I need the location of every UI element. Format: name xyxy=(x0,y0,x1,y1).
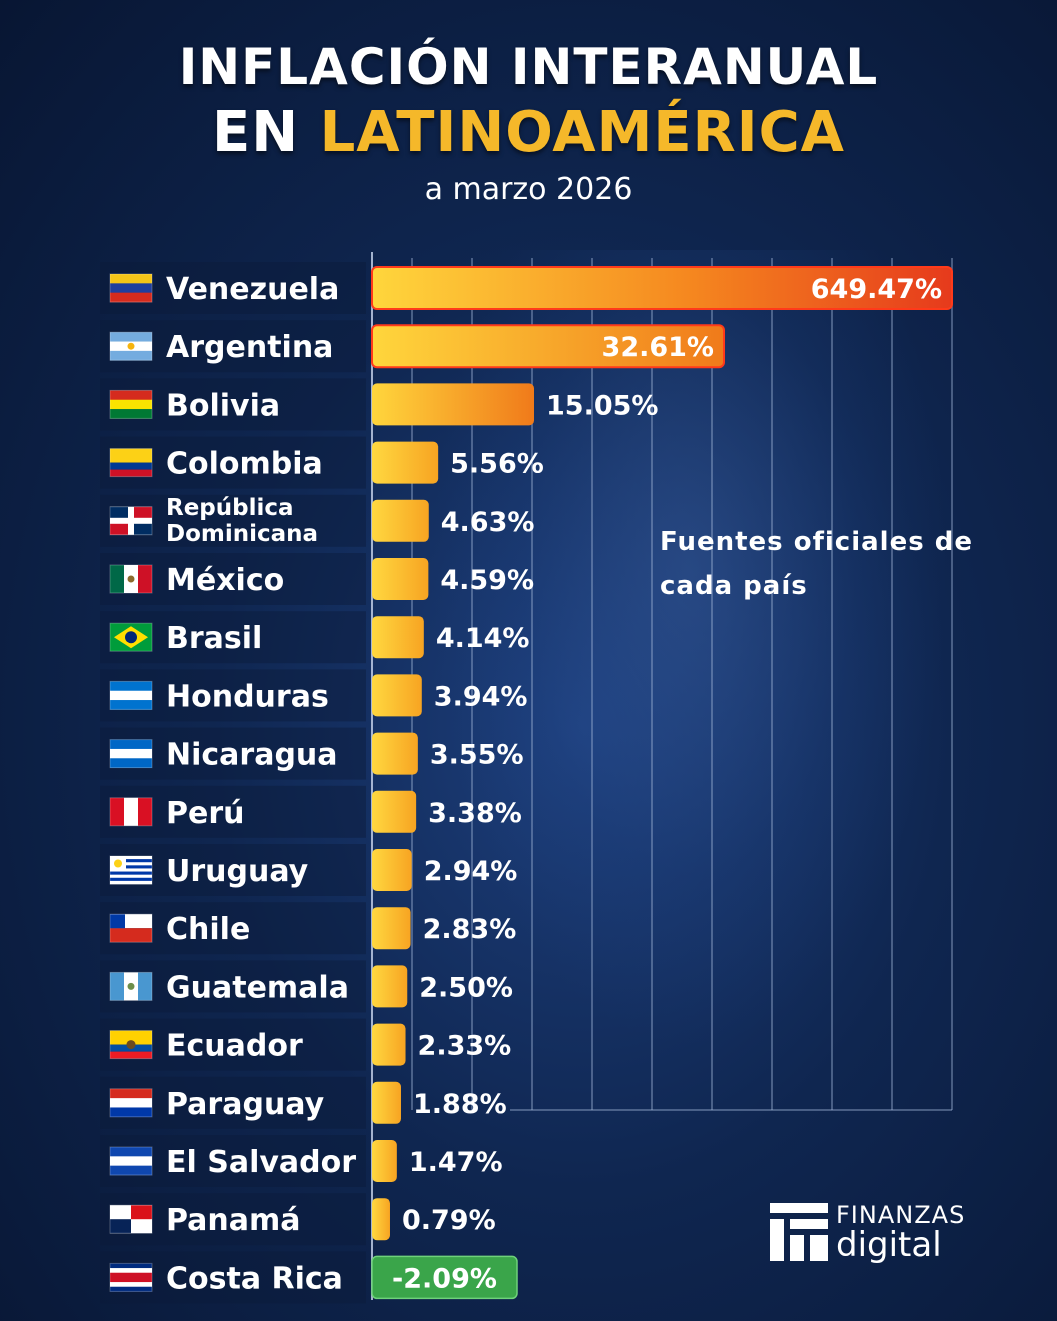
title-line-2-prefix: EN xyxy=(211,100,320,165)
country-label-argentina: Argentina xyxy=(166,330,333,365)
flag-ecuador-icon xyxy=(109,1030,153,1060)
country-label-brasil: Brasil xyxy=(166,621,262,656)
gridlines xyxy=(411,258,953,1111)
flag-guatemala-icon xyxy=(109,971,153,1001)
country-label-peru: Perú xyxy=(166,796,245,831)
bar-panama xyxy=(372,1198,390,1241)
bar-argentina xyxy=(371,324,725,369)
flag-nicaragua-icon xyxy=(109,739,153,769)
flag-argentina-icon xyxy=(109,331,153,361)
country-label-el-salvador: El Salvador xyxy=(166,1145,356,1180)
country-label-chile: Chile xyxy=(166,912,250,947)
title-line-1: INFLACIÓN INTERANUAL xyxy=(178,38,879,96)
logo-mark-icon xyxy=(770,1203,828,1261)
flag-brasil-icon xyxy=(109,622,153,652)
value-label-el-salvador: 1.47% xyxy=(409,1147,503,1178)
value-label-ecuador: 2.33% xyxy=(418,1031,512,1062)
flag-panama-icon xyxy=(109,1204,153,1234)
title-line-2-accent: LATINOAMÉRICA xyxy=(319,100,846,165)
value-label-uruguay: 2.94% xyxy=(424,856,518,887)
subtitle: a marzo 2026 xyxy=(424,172,633,207)
country-label-bolivia: Bolivia xyxy=(166,388,280,423)
bar-venezuela xyxy=(371,266,953,310)
flag-costa-rica-icon xyxy=(109,1262,153,1292)
bar-mexico xyxy=(372,558,429,600)
value-label-argentina: 32.61% xyxy=(602,332,714,363)
value-label-costa-rica: -2.09% xyxy=(392,1263,497,1294)
value-label-guatemala: 2.50% xyxy=(419,972,513,1003)
flag-uruguay-icon xyxy=(109,855,153,885)
bar-costa-rica xyxy=(371,1255,518,1300)
value-label-nicaragua: 3.55% xyxy=(430,740,524,771)
country-label-honduras: Honduras xyxy=(166,679,329,714)
logo-line-1: FINANZAS xyxy=(836,1201,966,1229)
country-label-costa-rica: Costa Rica xyxy=(166,1261,343,1296)
flag-paraguay-icon xyxy=(109,1088,153,1118)
flag-mexico-icon xyxy=(109,564,153,594)
value-label-mexico: 4.59% xyxy=(440,565,534,596)
source-note: Fuentes oficiales de cada país xyxy=(660,527,973,601)
country-label-guatemala: Guatemala xyxy=(166,970,349,1005)
bar-el-salvador xyxy=(372,1140,397,1182)
bar-honduras xyxy=(372,674,422,717)
bar-republica-dominicana xyxy=(372,499,429,542)
country-label-panama: Panamá xyxy=(166,1203,301,1238)
country-label-mexico: México xyxy=(166,563,284,598)
value-label-bolivia: 15.05% xyxy=(546,390,658,421)
value-label-chile: 2.83% xyxy=(423,914,517,945)
bar-uruguay xyxy=(372,849,412,891)
flag-colombia-icon xyxy=(109,448,153,478)
bar-peru xyxy=(372,790,417,833)
value-label-peru: 3.38% xyxy=(428,798,522,829)
bar-bolivia xyxy=(372,383,535,426)
bar-ecuador xyxy=(372,1023,406,1066)
country-label-nicaragua: Nicaragua xyxy=(166,738,338,773)
bar-colombia xyxy=(372,441,439,484)
flag-peru-icon xyxy=(109,797,153,827)
title-line-2: EN LATINOAMÉRICA xyxy=(0,100,1057,165)
value-label-paraguay: 1.88% xyxy=(413,1089,507,1120)
country-label-uruguay: Uruguay xyxy=(166,854,309,889)
bar-guatemala xyxy=(372,965,408,1008)
logo-text: FINANZAS digital xyxy=(836,1202,965,1262)
flag-chile-icon xyxy=(109,913,153,943)
country-label-republica-dominicana-line-2: Dominicana xyxy=(166,521,318,547)
logo-line-2: digital xyxy=(836,1225,942,1265)
flag-republica-dominicana-icon xyxy=(109,506,153,536)
bar-nicaragua xyxy=(372,732,418,775)
country-label-venezuela: Venezuela xyxy=(166,272,339,307)
bar-paraguay xyxy=(372,1081,401,1124)
logo: FINANZAS digital xyxy=(770,1200,965,1264)
country-label-colombia: Colombia xyxy=(166,447,323,482)
flag-bolivia-icon xyxy=(109,389,153,419)
value-label-venezuela: 649.47% xyxy=(811,274,942,305)
flag-el-salvador-icon xyxy=(109,1146,153,1176)
flag-honduras-icon xyxy=(109,680,153,710)
bar-chile xyxy=(372,907,411,950)
value-label-colombia: 5.56% xyxy=(450,449,544,480)
value-label-brasil: 4.14% xyxy=(436,623,530,654)
flag-venezuela-icon xyxy=(109,273,153,303)
country-label-republica-dominicana-line-1: República xyxy=(166,495,294,521)
bar-brasil xyxy=(372,616,424,659)
value-label-republica-dominicana: 4.63% xyxy=(441,507,535,538)
value-label-panama: 0.79% xyxy=(402,1205,496,1236)
country-label-ecuador: Ecuador xyxy=(166,1029,303,1064)
value-label-honduras: 3.94% xyxy=(434,681,528,712)
country-label-paraguay: Paraguay xyxy=(166,1087,325,1122)
